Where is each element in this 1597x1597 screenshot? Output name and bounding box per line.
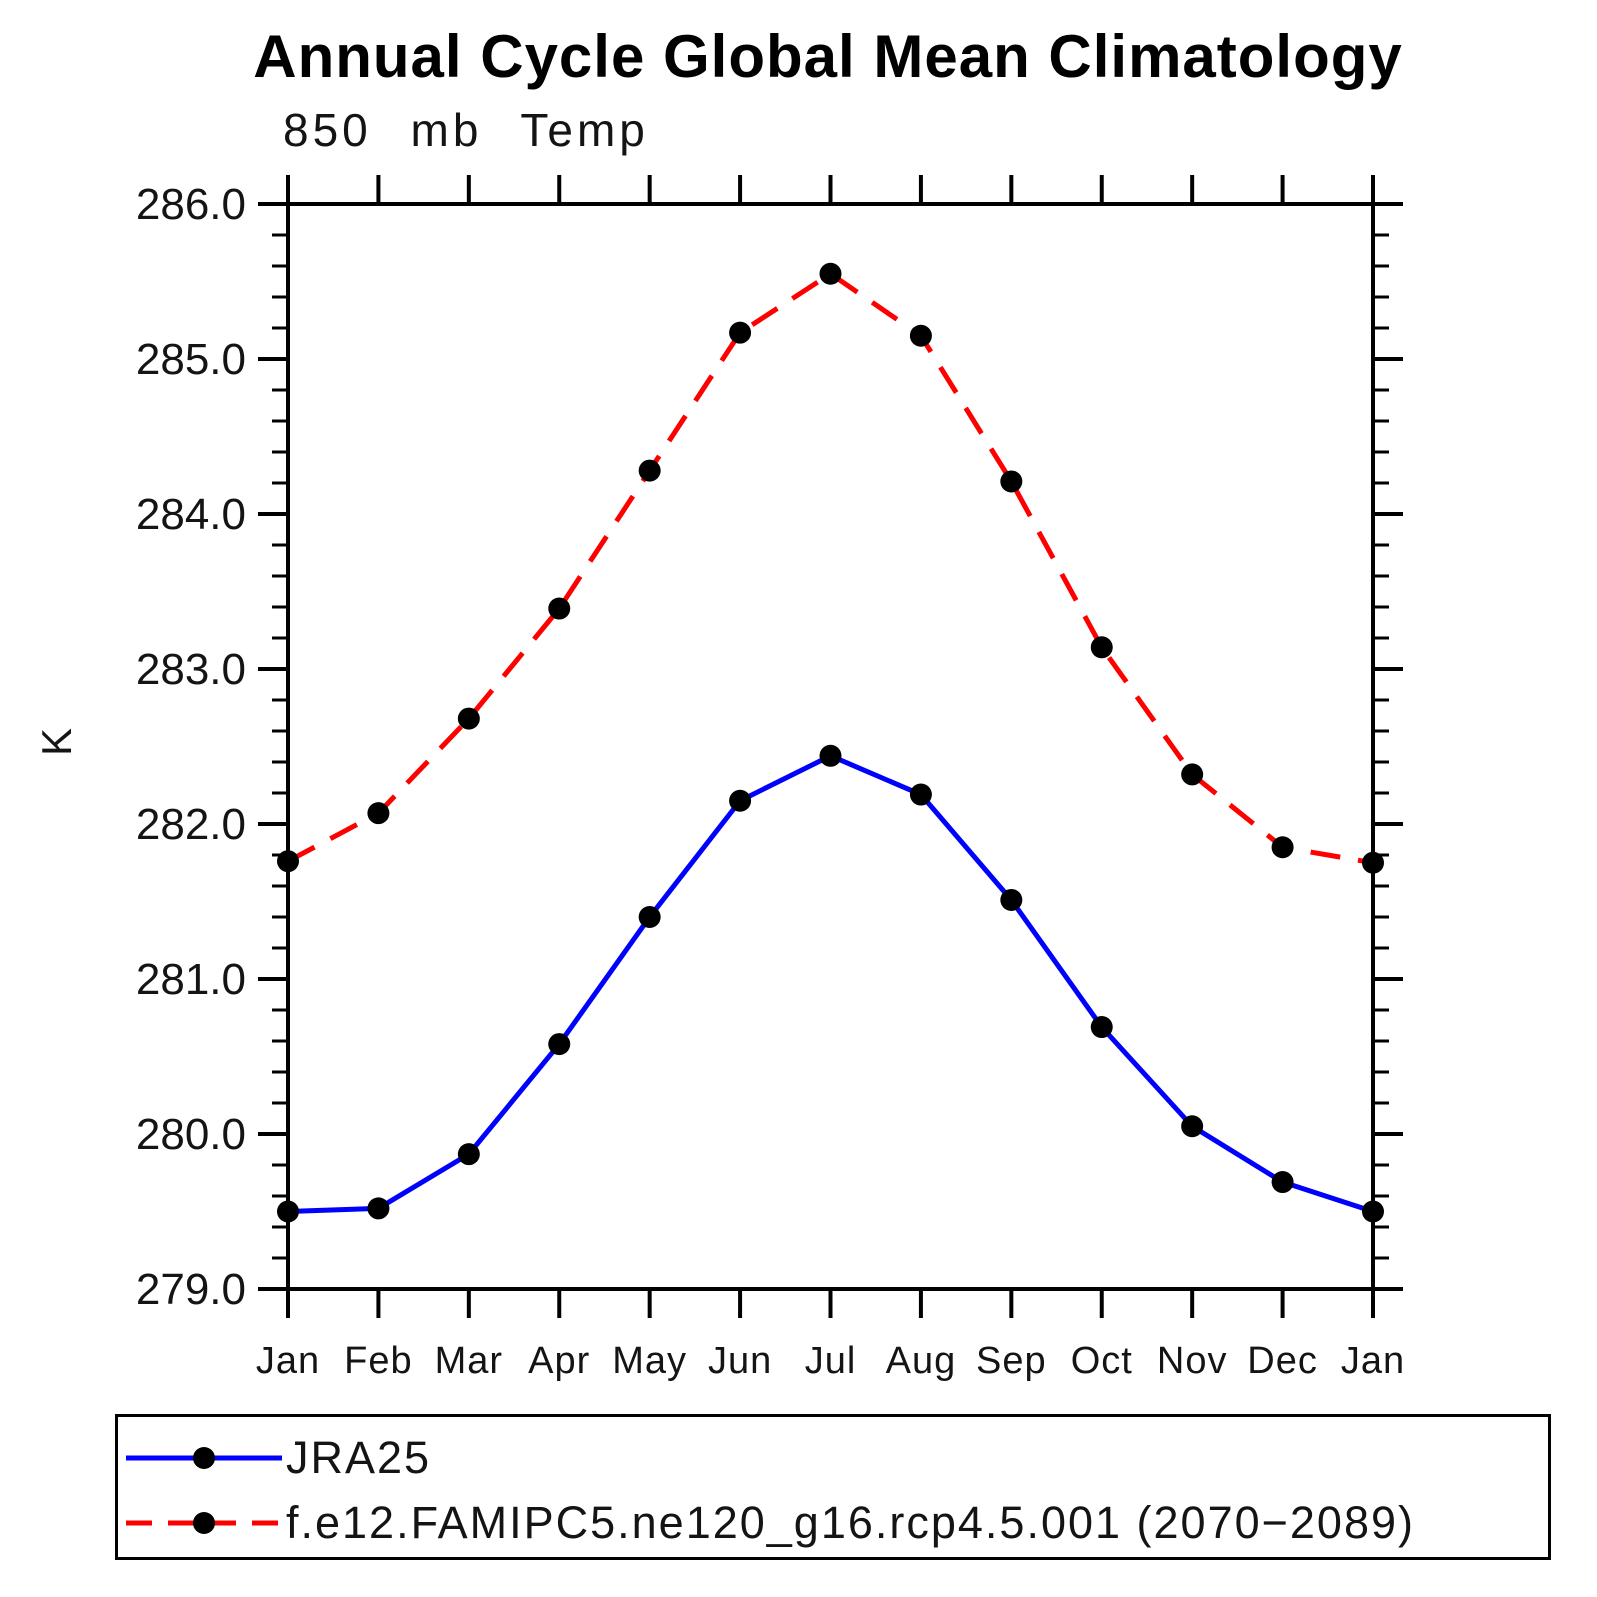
y-tick-label: 279.0: [136, 1265, 246, 1314]
data-point-marker: [1362, 1200, 1384, 1223]
y-tick-label: 284.0: [136, 490, 246, 539]
legend-entry-model: f.e12.FAMIPC5.ne120_g16.rcp4.5.001 (2070…: [124, 1493, 1415, 1553]
legend: JRA25 f.e12.FAMIPC5.ne120_g16.rcp4.5.001…: [115, 1414, 1551, 1560]
y-tick-label: 286.0: [136, 180, 246, 229]
y-tick-label: 280.0: [136, 1110, 246, 1159]
y-tick-label: 281.0: [136, 955, 246, 1004]
x-tick-label: Nov: [1157, 1340, 1228, 1382]
data-point-marker: [277, 1200, 299, 1223]
data-point-marker: [729, 789, 752, 812]
data-point-marker: [277, 850, 299, 873]
data-point-marker: [367, 802, 390, 825]
series-line-0: [287, 753, 1374, 1214]
data-point-marker: [909, 783, 932, 806]
data-point-marker: [1181, 1115, 1204, 1138]
series-line-1: [286, 271, 1374, 866]
x-tick-label: Apr: [528, 1340, 590, 1382]
legend-line-sample-dashed: [126, 1512, 282, 1534]
y-tick-label: 285.0: [136, 335, 246, 384]
data-point-marker: [457, 707, 480, 730]
chart-title: Annual Cycle Global Mean Climatology: [253, 23, 1403, 90]
x-tick-label: Mar: [435, 1340, 503, 1382]
data-point-marker: [457, 1143, 480, 1166]
x-tick-label: Jan: [1341, 1340, 1405, 1382]
x-tick-label: Jun: [708, 1340, 772, 1382]
data-point-marker: [1000, 470, 1023, 493]
x-tick-label: Dec: [1247, 1340, 1318, 1382]
legend-label-jra25: JRA25: [286, 1432, 432, 1483]
data-point-marker: [909, 324, 932, 347]
data-point-marker: [548, 597, 571, 620]
x-tick-label: Jan: [256, 1340, 320, 1382]
legend-line-sample-solid: [126, 1447, 282, 1469]
x-tick-label: Jul: [805, 1340, 857, 1382]
x-tick-label: May: [612, 1340, 687, 1382]
data-point-marker: [638, 906, 661, 928]
data-point-marker: [638, 459, 661, 482]
data-point-marker: [819, 744, 842, 767]
x-tick-label: Feb: [344, 1340, 412, 1382]
chart-subtitle: 850 mb Temp: [283, 104, 649, 156]
y-tick-label: 283.0: [136, 645, 246, 694]
data-point-marker: [819, 262, 842, 285]
y-tick-label: 282.0: [136, 800, 246, 849]
data-point-marker: [1271, 836, 1294, 859]
data-point-marker: [729, 321, 752, 344]
data-point-marker: [367, 1197, 390, 1220]
x-tick-label: Oct: [1071, 1340, 1133, 1382]
data-point-marker: [548, 1033, 571, 1056]
data-point-marker: [1000, 888, 1023, 911]
data-point-marker: [1090, 636, 1113, 659]
data-point-marker: [1271, 1171, 1294, 1194]
legend-marker-dot: [193, 1512, 215, 1534]
legend-entry-jra25: JRA25: [124, 1428, 431, 1488]
data-point-marker: [1090, 1016, 1113, 1039]
x-tick-label: Aug: [886, 1340, 957, 1382]
data-point-marker: [1362, 851, 1384, 874]
legend-label-model: f.e12.FAMIPC5.ne120_g16.rcp4.5.001 (2070…: [286, 1497, 1415, 1548]
legend-marker-dot: [193, 1447, 215, 1469]
x-tick-label: Sep: [976, 1340, 1047, 1382]
data-point-marker: [1181, 763, 1204, 786]
